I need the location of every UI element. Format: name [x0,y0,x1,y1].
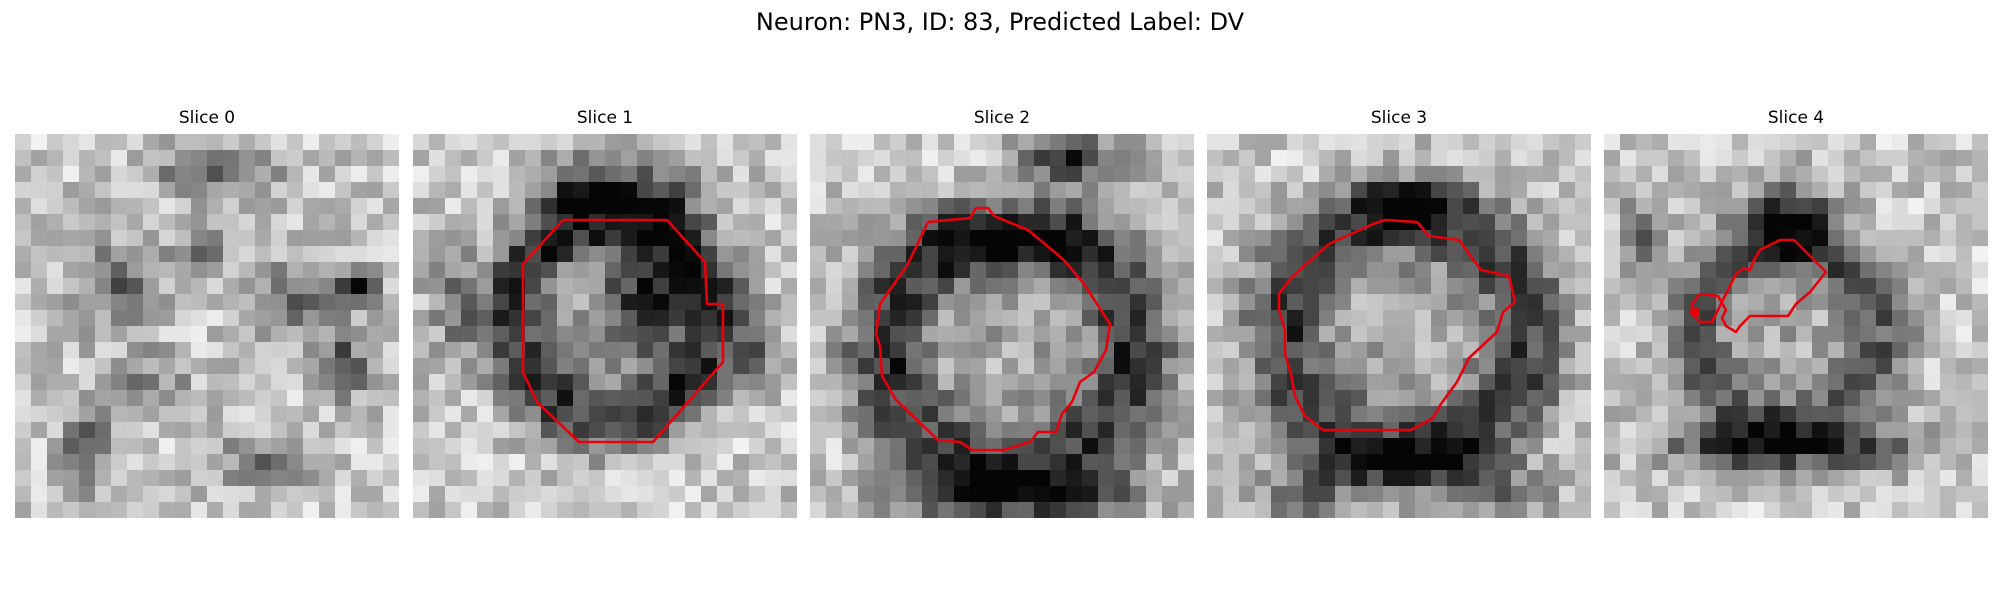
slice-image-3 [1207,134,1591,518]
slice-image-2 [810,134,1194,518]
slice-title-0: Slice 0 [15,108,399,128]
slice-title-1: Slice 1 [413,108,797,128]
slice-image-4 [1604,134,1988,518]
figure-title: Neuron: PN3, ID: 83, Predicted Label: DV [0,8,2000,36]
slice-image-0 [15,134,399,518]
slice-image-1 [413,134,797,518]
slice-title-3: Slice 3 [1207,108,1591,128]
slice-contour-dot-4 [1690,307,1700,317]
slice-title-4: Slice 4 [1604,108,1988,128]
slice-title-2: Slice 2 [810,108,1194,128]
